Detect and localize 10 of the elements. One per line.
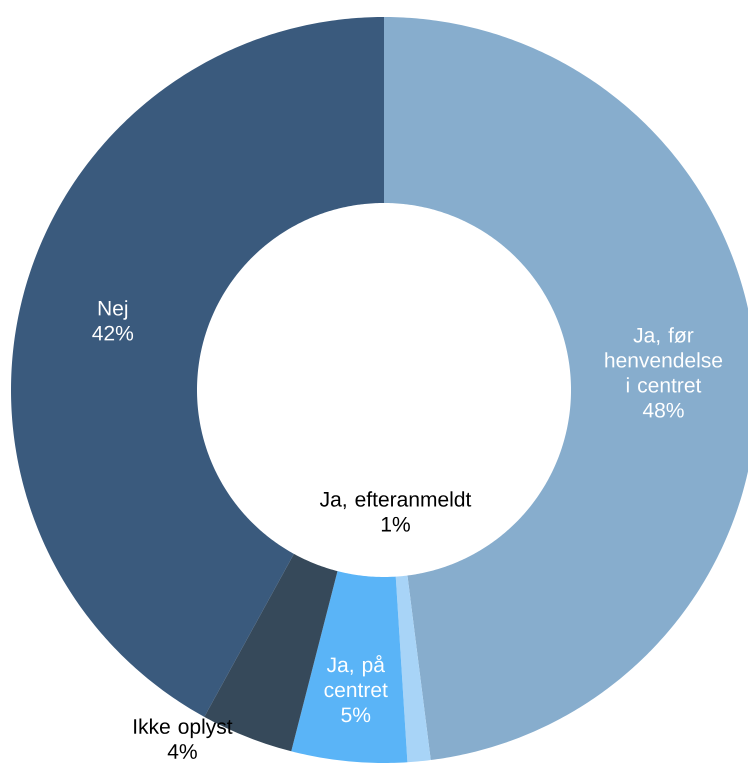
data-label: 5% (341, 707, 370, 722)
data-label: 42% (92, 326, 134, 341)
slice-label: Nej (98, 300, 128, 320)
data-label: 1% (382, 516, 410, 532)
slice-label: Ja, på centret (324, 655, 388, 698)
slice-label: Ja, før henvendelse i centret (605, 327, 722, 393)
data-label: 4% (168, 744, 197, 759)
data-label: 48% (642, 402, 684, 418)
slice-label: Ja, efteranmeldt (320, 491, 472, 510)
slice-label: Ikke oplyst (134, 718, 232, 738)
